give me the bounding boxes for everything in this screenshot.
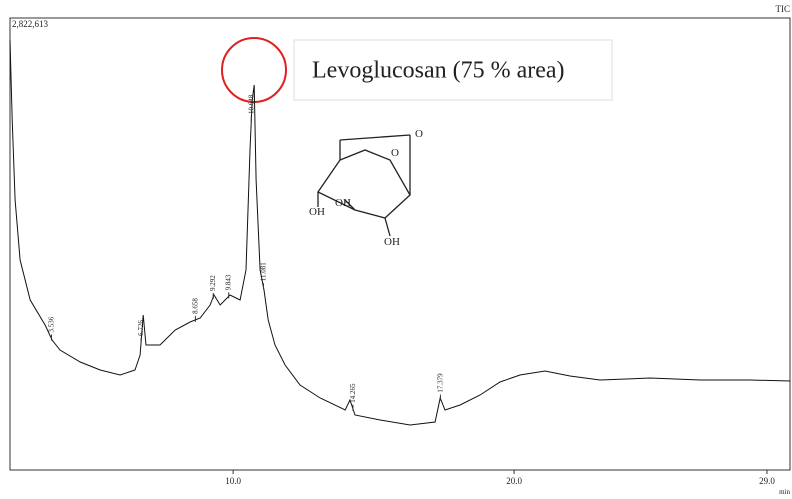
peak-label: 9.843 (225, 274, 233, 290)
atom-label: OH (335, 197, 351, 209)
molecule (317, 134, 411, 237)
annotation-box (293, 39, 613, 101)
x-tick-label: 10.0 (225, 476, 241, 486)
trace (9, 39, 791, 426)
peak-label: 14.265 (349, 383, 357, 403)
channel-label: TIC (776, 4, 791, 14)
peak-label: 3.536 (47, 316, 55, 332)
peak-label: 6.726 (137, 320, 145, 336)
peak-label: 8.658 (191, 298, 199, 314)
atom-label: O (415, 128, 423, 140)
annotation: Levoglucosan (75 % area) (312, 58, 565, 84)
x-tick-label: 20.0 (506, 476, 522, 486)
peak-label: 11.081 (259, 262, 267, 281)
peak-label: 17.379 (436, 373, 444, 393)
atom-label: OH (384, 236, 400, 248)
atom-label: O (391, 147, 399, 159)
peak-highlight (221, 37, 287, 103)
y-tick-label: 2,822,613 (12, 19, 49, 29)
atom-label: OH (309, 206, 325, 218)
molecule-labels: O O OH OH OH (309, 128, 423, 248)
x-axis-label: min (779, 488, 790, 496)
peak-label: 10.648 (247, 94, 255, 114)
peak-label: 9.292 (209, 275, 217, 291)
x-tick-label: 29.0 (759, 476, 775, 486)
plot-frame (9, 17, 791, 471)
